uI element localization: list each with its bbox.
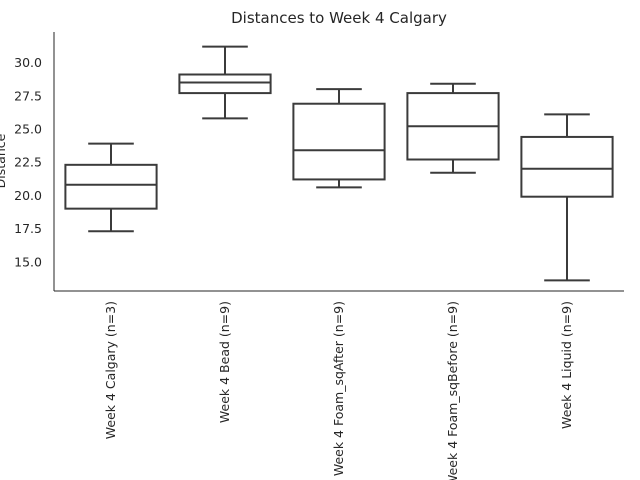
y-tick-label: 27.5 bbox=[14, 88, 42, 103]
box-group bbox=[178, 45, 272, 120]
y-tick-label: 25.0 bbox=[14, 121, 42, 136]
iqr-box bbox=[178, 73, 272, 95]
y-tick-label: 22.5 bbox=[14, 155, 42, 170]
box-group bbox=[520, 113, 614, 282]
y-tick-label: 20.0 bbox=[14, 188, 42, 203]
box-group bbox=[406, 82, 500, 174]
y-tick-label: 15.0 bbox=[14, 254, 42, 269]
iqr-box bbox=[520, 135, 614, 198]
x-tick-label: Week 4 Calgary (n=3) bbox=[103, 301, 118, 439]
x-tick-label: Week 4 Foam_sqAfter (n=9) bbox=[331, 301, 346, 476]
x-tick-label: Week 4 Bead (n=9) bbox=[217, 301, 232, 423]
y-tick-label: 17.5 bbox=[14, 221, 42, 236]
x-tick-label: Week 4 Foam_sqBefore (n=9) bbox=[445, 301, 460, 480]
x-tick-label: Week 4 Liquid (n=9) bbox=[559, 301, 574, 429]
y-tick-labels: 15.0 17.5 20.0 22.5 25.0 27.5 30.0 bbox=[14, 55, 42, 269]
box-plots bbox=[64, 45, 614, 282]
x-tick-labels: Week 4 Calgary (n=3) Week 4 Bead (n=9) Wee… bbox=[103, 301, 574, 480]
box-group bbox=[292, 88, 386, 189]
iqr-box bbox=[64, 163, 158, 210]
iqr-box bbox=[292, 102, 386, 181]
chart-title: Distances to Week 4 Calgary bbox=[231, 9, 447, 27]
y-tick-label: 30.0 bbox=[14, 55, 42, 70]
y-axis-label: Distance bbox=[0, 133, 8, 188]
box-group bbox=[64, 142, 158, 233]
